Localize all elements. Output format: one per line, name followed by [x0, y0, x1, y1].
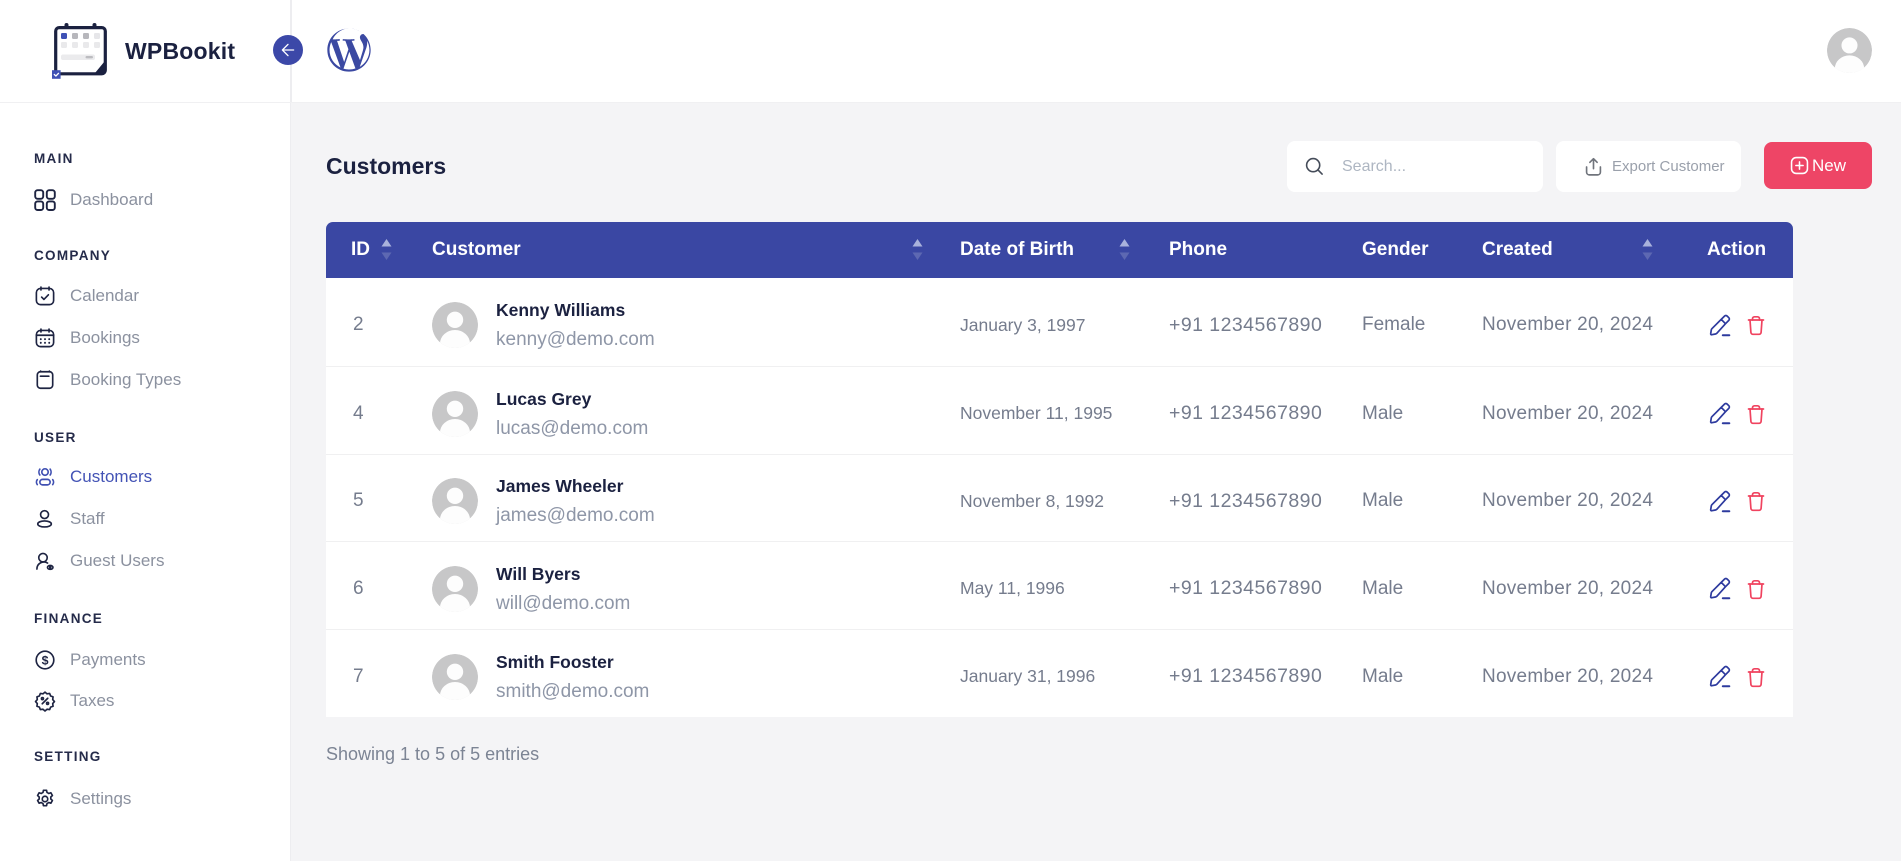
- svg-text:$: $: [42, 653, 49, 667]
